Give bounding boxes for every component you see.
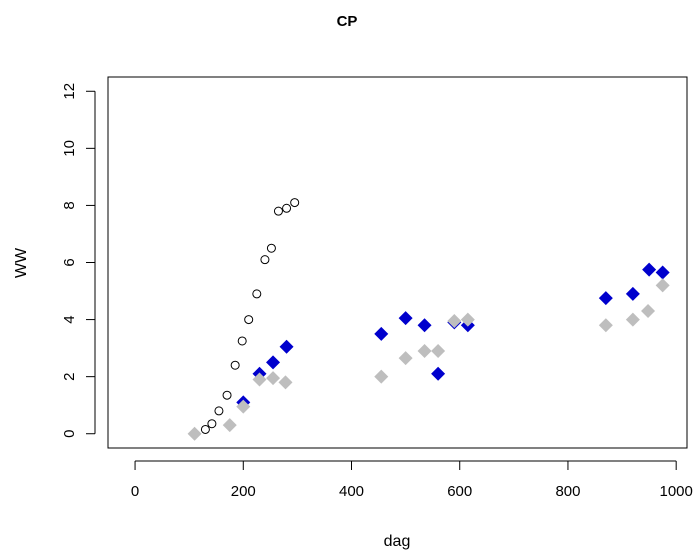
data-point-circle bbox=[237, 336, 247, 346]
chart-title: CP bbox=[337, 13, 358, 30]
y-tick-label: 8 bbox=[61, 201, 78, 209]
data-point-diamond bbox=[252, 372, 267, 387]
x-axis: 0 200 400 600 800 1000 bbox=[131, 460, 693, 500]
data-point-circle bbox=[290, 198, 300, 208]
data-point-diamond bbox=[187, 426, 202, 441]
data-point-diamond bbox=[655, 278, 670, 293]
data-point-diamond bbox=[625, 312, 640, 327]
data-point-diamond bbox=[398, 351, 413, 366]
data-point-diamond bbox=[398, 311, 413, 326]
data-point-diamond bbox=[374, 326, 389, 341]
data-point-diamond bbox=[598, 291, 613, 306]
data-point-circle bbox=[260, 255, 270, 265]
x-tick-label: 200 bbox=[231, 483, 256, 500]
y-tick-label: 10 bbox=[61, 140, 78, 157]
data-point-circle bbox=[273, 206, 283, 216]
y-tick-label: 2 bbox=[61, 372, 78, 380]
data-point-diamond bbox=[417, 318, 432, 333]
data-point-diamond bbox=[641, 304, 656, 319]
data-point-diamond bbox=[642, 262, 657, 277]
data-point-diamond bbox=[431, 343, 446, 358]
x-tick-label: 800 bbox=[555, 483, 580, 500]
x-axis-label: dag bbox=[384, 533, 411, 550]
x-tick-label: 600 bbox=[447, 483, 472, 500]
data-point-circle bbox=[230, 360, 240, 370]
data-point-diamond bbox=[655, 265, 670, 280]
y-axis-label: WW bbox=[13, 247, 30, 278]
y-tick-label: 12 bbox=[61, 83, 78, 100]
data-point-circle bbox=[222, 390, 232, 400]
data-point-diamond bbox=[222, 418, 237, 433]
data-point-circle bbox=[266, 243, 276, 253]
x-tick-label: 400 bbox=[339, 483, 364, 500]
y-axis: 0 2 4 6 8 10 12 bbox=[61, 83, 96, 438]
y-tick-label: 6 bbox=[61, 258, 78, 266]
data-point-diamond bbox=[236, 399, 251, 414]
data-point-circle bbox=[244, 315, 254, 325]
y-tick-label: 4 bbox=[61, 315, 78, 323]
data-point-diamond bbox=[279, 339, 294, 354]
plot-frame bbox=[107, 76, 688, 449]
y-tick-label: 0 bbox=[61, 430, 78, 438]
data-point-circle bbox=[282, 203, 292, 213]
data-points bbox=[187, 198, 670, 441]
data-point-diamond bbox=[374, 369, 389, 384]
data-point-diamond bbox=[278, 375, 293, 390]
x-tick-label: 1000 bbox=[659, 483, 692, 500]
data-point-diamond bbox=[447, 314, 462, 329]
data-point-diamond bbox=[598, 318, 613, 333]
data-point-circle bbox=[200, 424, 210, 434]
data-point-diamond bbox=[460, 312, 475, 327]
data-point-diamond bbox=[625, 286, 640, 301]
data-point-circle bbox=[207, 419, 217, 429]
data-point-diamond bbox=[266, 371, 281, 386]
data-point-circle bbox=[252, 289, 262, 299]
data-point-circle bbox=[214, 406, 224, 416]
data-point-diamond bbox=[431, 366, 446, 381]
data-point-diamond bbox=[417, 343, 432, 358]
x-tick-label: 0 bbox=[131, 483, 139, 500]
data-point-diamond bbox=[266, 355, 281, 370]
